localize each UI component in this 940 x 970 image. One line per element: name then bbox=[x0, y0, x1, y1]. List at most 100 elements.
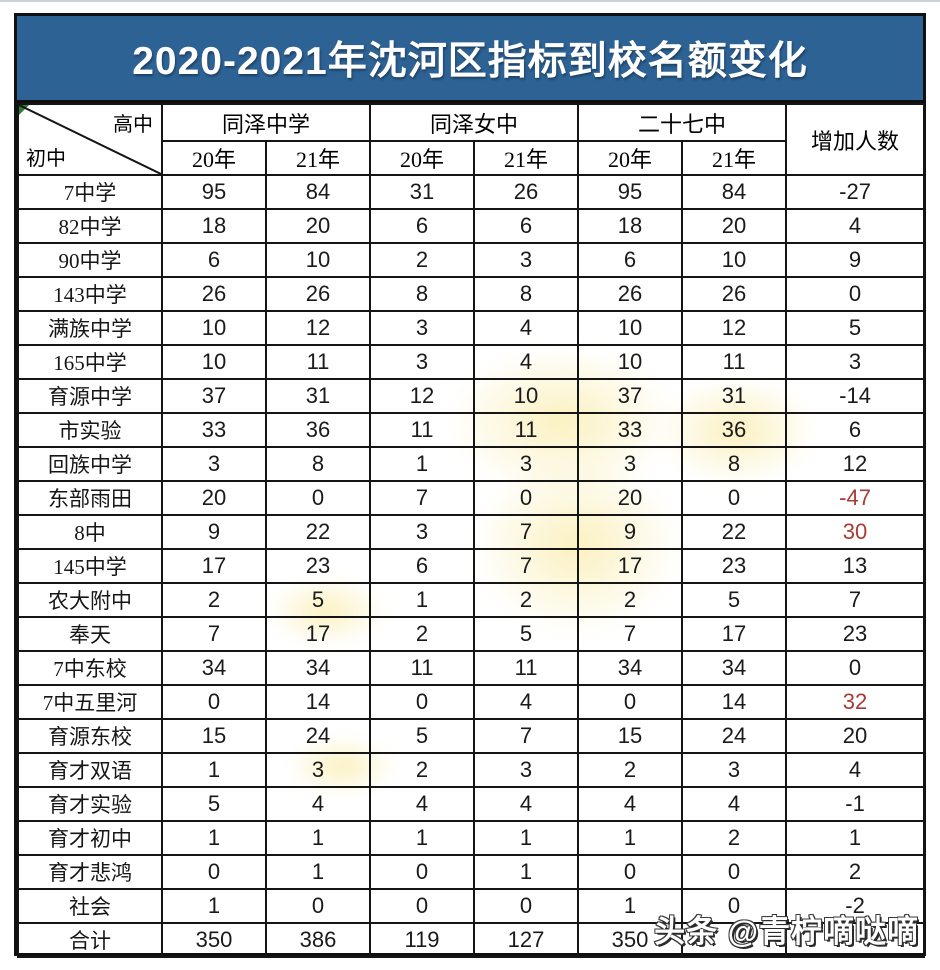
page-title: 2020-2021年沈河区指标到校名额变化 bbox=[132, 40, 808, 83]
value-cell: 1 bbox=[264, 820, 372, 856]
school-name-cell: 满族中学 bbox=[17, 310, 163, 346]
value-cell: 15 bbox=[161, 718, 267, 754]
change-cell: 12 bbox=[785, 446, 926, 482]
value-cell: 2 bbox=[473, 582, 580, 618]
value-cell: 4 bbox=[473, 344, 580, 380]
value-cell: 3 bbox=[473, 242, 580, 278]
value-cell: 6 bbox=[369, 208, 476, 244]
value-cell: 127 bbox=[473, 922, 580, 958]
table-body: 7中学 95 84 31 26 95 84 -27 82中学 18 20 6 6 18 20 4 90中学 6 10… bbox=[17, 174, 926, 958]
value-cell: 9 bbox=[577, 514, 684, 550]
table-row: 7中五里河 0 14 0 4 0 14 32 bbox=[17, 684, 926, 720]
school-name-cell: 90中学 bbox=[17, 242, 163, 278]
table-row: 回族中学 3 8 1 3 3 8 12 bbox=[17, 446, 926, 482]
value-cell: 8 bbox=[473, 276, 580, 312]
value-cell: 4 bbox=[577, 786, 684, 822]
value-cell: 17 bbox=[264, 616, 372, 652]
value-cell: 4 bbox=[264, 786, 372, 822]
school-name-cell: 合计 bbox=[17, 922, 163, 958]
value-cell: 1 bbox=[369, 446, 476, 482]
value-cell: 95 bbox=[161, 174, 267, 210]
value-cell: 22 bbox=[264, 514, 372, 550]
value-cell: 36 bbox=[681, 412, 788, 448]
value-cell: 350 bbox=[161, 922, 267, 958]
value-cell: 23 bbox=[264, 548, 372, 584]
value-cell: 8 bbox=[369, 276, 476, 312]
school-name-cell: 育才双语 bbox=[17, 752, 163, 788]
value-cell: 7 bbox=[161, 616, 267, 652]
table-row: 143中学 26 26 8 8 26 26 0 bbox=[17, 276, 926, 312]
value-cell: 2 bbox=[369, 752, 476, 788]
value-cell: 1 bbox=[369, 820, 476, 856]
value-cell: 31 bbox=[369, 174, 476, 210]
value-cell: 17 bbox=[577, 548, 684, 584]
value-cell: 5 bbox=[473, 616, 580, 652]
value-cell: 26 bbox=[473, 174, 580, 210]
corner-header-cell: 高中 初中 bbox=[17, 103, 163, 176]
value-cell: 31 bbox=[681, 378, 788, 414]
value-cell: 84 bbox=[681, 174, 788, 210]
value-cell: 14 bbox=[264, 684, 372, 720]
value-cell bbox=[681, 922, 788, 958]
value-cell: 7 bbox=[369, 480, 476, 516]
value-cell: 10 bbox=[161, 344, 267, 380]
value-cell: 6 bbox=[369, 548, 476, 584]
value-cell: 33 bbox=[161, 412, 267, 448]
value-cell: 10 bbox=[577, 310, 684, 346]
year-header-20: 20年 bbox=[369, 140, 476, 176]
change-column-header: 增加人数 bbox=[785, 103, 926, 176]
table-row: 育才悲鸿 0 1 0 1 0 0 2 bbox=[17, 854, 926, 890]
table-row: 8中 9 22 3 7 9 22 30 bbox=[17, 514, 926, 550]
table-row: 育才初中 1 1 1 1 1 2 1 bbox=[17, 820, 926, 856]
green-corner-marker-icon bbox=[20, 106, 29, 115]
school-name-cell: 育才悲鸿 bbox=[17, 854, 163, 890]
value-cell: 26 bbox=[264, 276, 372, 312]
value-cell: 386 bbox=[264, 922, 372, 958]
table-row: 165中学 10 11 3 4 10 11 3 bbox=[17, 344, 926, 380]
school-name-cell: 7中五里河 bbox=[17, 684, 163, 720]
change-cell: -1 bbox=[785, 786, 926, 822]
school-name-cell: 165中学 bbox=[17, 344, 163, 380]
value-cell: 11 bbox=[264, 344, 372, 380]
school-name-cell: 7中学 bbox=[17, 174, 163, 210]
quota-table: 高中 初中 同泽中学 同泽女中 二十七中 增加人数 20年 21年 20年 21… bbox=[17, 103, 926, 958]
value-cell: 2 bbox=[161, 582, 267, 618]
change-cell: -2 bbox=[785, 888, 926, 924]
value-cell: 26 bbox=[577, 276, 684, 312]
value-cell: 3 bbox=[681, 752, 788, 788]
value-cell: 14 bbox=[681, 684, 788, 720]
value-cell: 95 bbox=[577, 174, 684, 210]
table-row: 82中学 18 20 6 6 18 20 4 bbox=[17, 208, 926, 244]
value-cell: 0 bbox=[473, 888, 580, 924]
value-cell: 7 bbox=[473, 548, 580, 584]
year-header-20: 20年 bbox=[161, 140, 267, 176]
value-cell: 6 bbox=[161, 242, 267, 278]
year-header-21: 21年 bbox=[473, 140, 580, 176]
table-row: 7中学 95 84 31 26 95 84 -27 bbox=[17, 174, 926, 210]
value-cell: 4 bbox=[473, 786, 580, 822]
year-header-21: 21年 bbox=[681, 140, 788, 176]
change-cell: 32 bbox=[785, 684, 926, 720]
value-cell: 0 bbox=[369, 888, 476, 924]
table-row: 145中学 17 23 6 7 17 23 13 bbox=[17, 548, 926, 584]
change-cell: 6 bbox=[785, 412, 926, 448]
value-cell: 2 bbox=[577, 582, 684, 618]
value-cell: 3 bbox=[369, 514, 476, 550]
value-cell: 4 bbox=[369, 786, 476, 822]
change-cell: 4 bbox=[785, 208, 926, 244]
school-name-cell: 育源东校 bbox=[17, 718, 163, 754]
change-cell: 3 bbox=[785, 344, 926, 380]
value-cell: 10 bbox=[577, 344, 684, 380]
change-cell: 1 bbox=[785, 820, 926, 856]
value-cell: 1 bbox=[161, 820, 267, 856]
value-cell: 10 bbox=[473, 378, 580, 414]
value-cell: 20 bbox=[161, 480, 267, 516]
value-cell: 0 bbox=[577, 684, 684, 720]
value-cell: 1 bbox=[577, 888, 684, 924]
school-name-cell: 回族中学 bbox=[17, 446, 163, 482]
value-cell: 11 bbox=[369, 650, 476, 686]
table-row: 90中学 6 10 2 3 6 10 9 bbox=[17, 242, 926, 278]
value-cell: 2 bbox=[681, 820, 788, 856]
school-name-cell: 东部雨田 bbox=[17, 480, 163, 516]
value-cell: 1 bbox=[473, 820, 580, 856]
